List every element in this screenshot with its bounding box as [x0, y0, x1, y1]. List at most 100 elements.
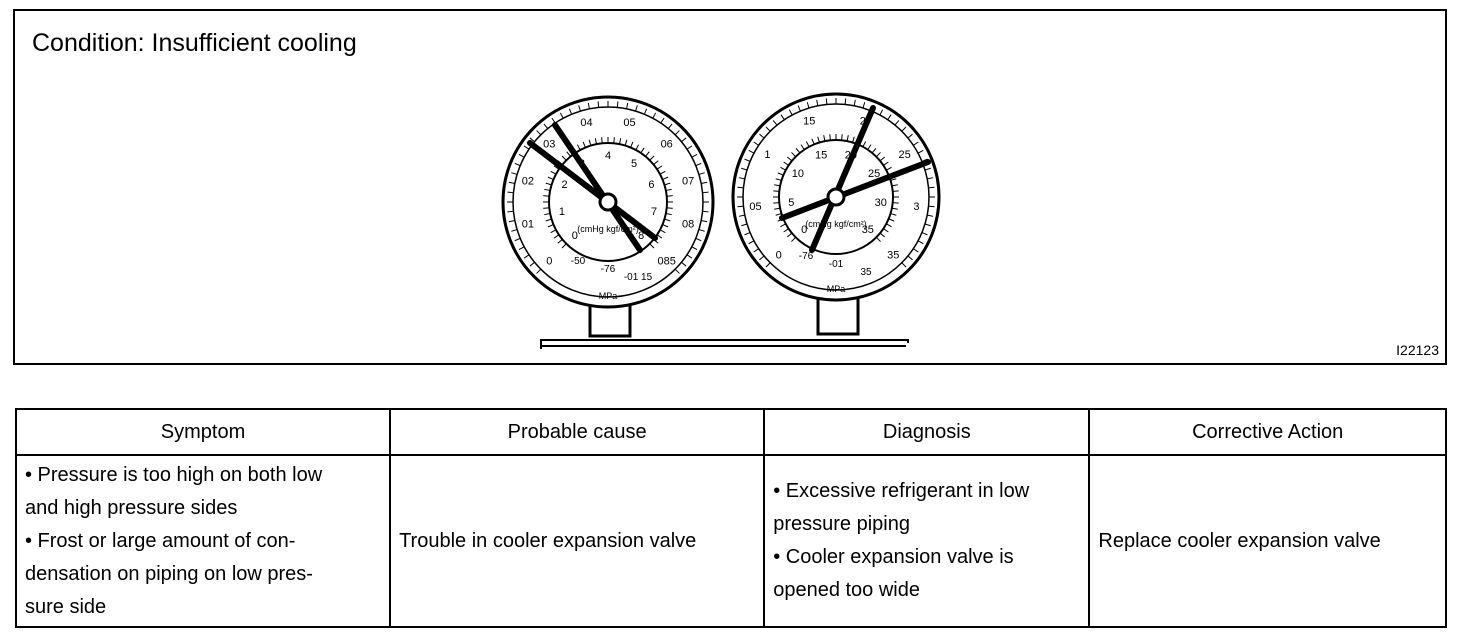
tick — [550, 170, 557, 175]
tick — [786, 232, 793, 238]
tick — [924, 167, 931, 171]
tick — [879, 232, 886, 238]
tick — [656, 165, 663, 170]
bottom-label: -76 — [601, 264, 616, 275]
tick — [659, 170, 666, 175]
tick — [928, 186, 935, 189]
inner_scale-label: 8 — [638, 230, 644, 242]
tick — [800, 144, 805, 150]
tick — [773, 202, 780, 204]
cell-line: • Frost or large amount of con- — [25, 529, 296, 552]
outer_scale-label: 1 — [764, 149, 770, 161]
tick — [921, 232, 928, 236]
tick — [652, 112, 657, 119]
tick — [514, 162, 521, 167]
body-row: • Pressure is too high on both low and hi… — [14, 454, 1447, 628]
needle — [779, 159, 931, 221]
tick — [529, 261, 535, 267]
inner_scale-label: 7 — [651, 206, 657, 218]
tick — [536, 130, 542, 136]
tick — [765, 262, 771, 268]
inner_scale-label: 5 — [631, 158, 637, 170]
tick — [691, 246, 698, 251]
tick — [576, 144, 581, 151]
tick — [691, 153, 698, 158]
tick — [508, 181, 515, 184]
tick — [907, 133, 913, 139]
tick — [823, 135, 826, 142]
tick — [674, 268, 680, 274]
tick — [927, 214, 934, 217]
inner-unit: (cmHg kgf/cm²) — [805, 219, 867, 229]
inner-unit: (cmHg kgf/cm²) — [577, 224, 639, 234]
tick — [901, 126, 907, 132]
outer_scale-label: 05 — [623, 117, 635, 129]
tick — [777, 172, 784, 176]
tick — [795, 147, 801, 154]
unit: MPa — [827, 284, 846, 294]
outer_scale-label: 35 — [887, 249, 899, 261]
tick — [681, 137, 687, 143]
tick — [511, 172, 518, 175]
tick — [886, 166, 892, 171]
inner_scale-label: 1 — [559, 206, 565, 218]
tick — [578, 105, 581, 112]
tick — [805, 141, 810, 147]
outer_scale-label: 02 — [522, 176, 534, 188]
needle — [809, 105, 876, 253]
tick — [508, 220, 515, 223]
tick — [775, 178, 782, 181]
tick — [887, 114, 892, 120]
tick — [753, 141, 759, 146]
tick — [514, 237, 521, 242]
tick — [550, 229, 557, 234]
condition-title: Condition: Insufficient cooling — [32, 29, 357, 57]
inner_scale-label: 0 — [572, 230, 578, 242]
tick — [543, 207, 550, 209]
needles — [527, 105, 931, 253]
outer_scale-label: 04 — [580, 117, 592, 129]
tick — [635, 105, 638, 112]
outer_scale-label: 07 — [682, 176, 694, 188]
tick — [883, 161, 889, 166]
needle — [527, 140, 658, 241]
tick — [783, 161, 789, 166]
tick — [924, 223, 931, 227]
tick — [640, 147, 645, 154]
inner_scale-label: 10 — [792, 168, 804, 180]
tick — [665, 213, 672, 216]
tick — [797, 105, 801, 112]
tick — [846, 135, 849, 142]
tick — [817, 136, 820, 143]
tick — [686, 254, 693, 259]
inner_scale-label: 15 — [815, 150, 827, 162]
tick — [879, 109, 884, 116]
tick — [890, 178, 897, 181]
tick — [783, 228, 789, 233]
tick — [659, 229, 666, 234]
diagnosis-table: Symptom Probable cause Diagnosis Corrective… — [14, 408, 1447, 628]
tick — [841, 134, 843, 141]
tick — [645, 151, 650, 157]
tick — [701, 181, 708, 184]
tick — [553, 165, 560, 170]
tick — [811, 138, 815, 145]
tick — [775, 213, 782, 216]
tick — [853, 99, 856, 106]
tick — [917, 240, 924, 245]
tick — [888, 218, 895, 222]
tick — [891, 184, 898, 187]
tick — [917, 149, 924, 154]
tick — [875, 236, 881, 242]
tick — [662, 176, 669, 180]
tick — [867, 144, 872, 150]
tick — [624, 139, 628, 146]
tick — [545, 182, 552, 186]
tick — [660, 117, 665, 124]
figure-id: I22123 — [1396, 342, 1439, 358]
outer_scale-label: 2 — [860, 116, 866, 128]
tick — [597, 101, 600, 108]
tick — [829, 134, 831, 141]
figure: Condition: Insufficient cooling I22123 — [13, 9, 1447, 365]
tick — [890, 213, 897, 216]
